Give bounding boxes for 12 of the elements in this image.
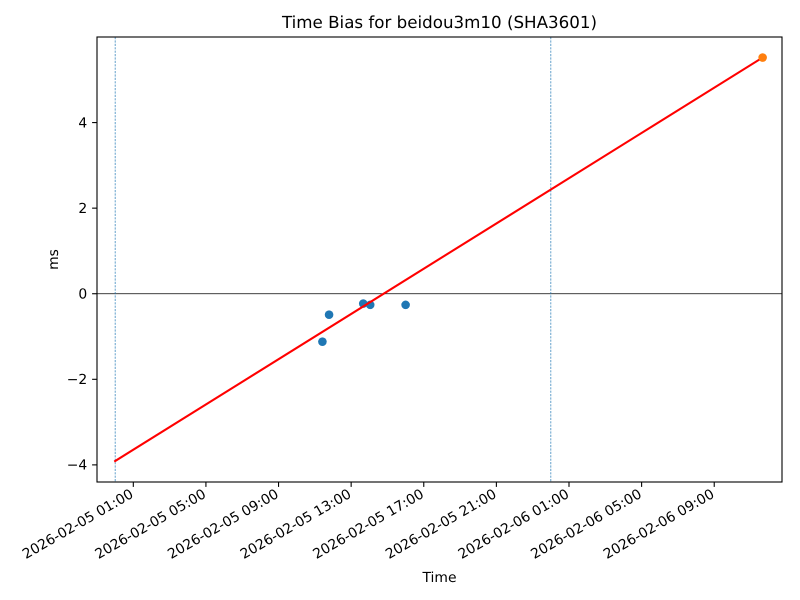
point	[401, 300, 410, 310]
y-tick-label: 4	[78, 115, 88, 132]
point	[324, 310, 334, 319]
x-axis-title: Time	[422, 570, 456, 586]
point	[318, 337, 327, 346]
chart-title: Time Bias for beidou3m10 (SHA3601)	[280, 12, 598, 32]
y-tick-label: 2	[78, 201, 88, 218]
y-tick-label: 0	[78, 286, 88, 303]
y-tick-label: −2	[66, 372, 88, 388]
point	[758, 53, 767, 62]
y-axis-title: ms	[46, 249, 62, 270]
y-tick-label: −4	[66, 458, 88, 474]
